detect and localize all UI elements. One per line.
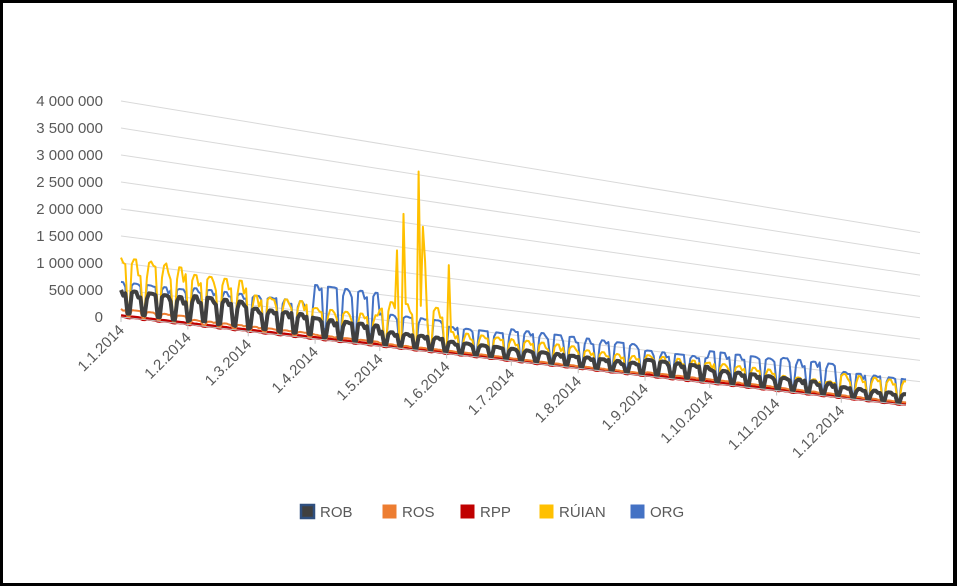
- series-layer: [119, 170, 907, 406]
- x-tick-label: 1.7.2014: [465, 366, 518, 419]
- x-axis-line: [120, 316, 907, 406]
- x-tick-label: 1.11.2014: [725, 395, 783, 453]
- legend-item-rpp: RPP: [460, 504, 511, 521]
- legend-swatch: [539, 504, 554, 519]
- legend-swatch: [630, 504, 645, 519]
- x-axis: [120, 316, 907, 406]
- series-line-rob: [119, 289, 907, 405]
- gridline: [120, 289, 921, 383]
- gridline: [120, 235, 921, 340]
- gridline: [120, 100, 921, 233]
- line-chart: 0 500 000 1 000 000 1 500 000 2 000 000 2 500…: [36, 93, 921, 521]
- y-tick-label: 3 500 000: [36, 120, 103, 137]
- y-tick-label: 4 000 000: [36, 93, 103, 110]
- legend-item-ruian: RÚIAN: [539, 504, 606, 521]
- legend-item-ros: ROS: [382, 504, 435, 521]
- x-tick-label: 1.6.2014: [400, 358, 453, 411]
- x-tick-label: 1.4.2014: [269, 344, 322, 397]
- y-tick-label: 1 000 000: [36, 255, 103, 272]
- y-tick-label: 500 000: [49, 282, 103, 299]
- gridline: [120, 262, 921, 361]
- x-tick-label: 1.10.2014: [657, 388, 716, 447]
- gridline: [120, 154, 921, 276]
- legend: ROB ROS RPP RÚIAN ORG: [299, 503, 684, 521]
- x-tick-label: 1.2.2014: [141, 329, 194, 382]
- x-tick-label: 1.8.2014: [532, 373, 585, 426]
- gridlines: [120, 100, 921, 383]
- x-tick-label: 1.5.2014: [333, 351, 386, 404]
- legend-label: RPP: [480, 504, 511, 521]
- gridline: [120, 181, 921, 297]
- legend-swatch: [460, 504, 475, 519]
- y-tick-label: 2 000 000: [36, 201, 103, 218]
- y-tick-label: 1 500 000: [36, 228, 103, 245]
- legend-label: ORG: [650, 504, 684, 521]
- x-axis-ticks: 1.1.2014 1.2.2014 1.3.2014 1.4.2014 1.5.2014…: [75, 317, 848, 462]
- series-line-ruian: [120, 170, 907, 402]
- legend-label: ROS: [402, 504, 435, 521]
- legend-swatch: [299, 503, 316, 520]
- legend-item-rob: ROB: [299, 503, 353, 521]
- legend-label: ROB: [320, 504, 353, 521]
- legend-item-org: ORG: [630, 504, 684, 521]
- x-tick-label: 1.3.2014: [202, 336, 255, 389]
- y-tick-label: 0: [95, 309, 103, 326]
- y-tick-label: 3 000 000: [36, 147, 103, 164]
- x-tick-label: 1.9.2014: [599, 381, 652, 434]
- gridline: [120, 208, 921, 319]
- y-axis-ticks: 0 500 000 1 000 000 1 500 000 2 000 000 2 500…: [36, 93, 103, 326]
- gridline: [120, 127, 921, 255]
- plot-area: 0 500 000 1 000 000 1 500 000 2 000 000 2 500…: [3, 3, 953, 583]
- y-tick-label: 2 500 000: [36, 174, 103, 191]
- x-tick-label: 1.1.2014: [75, 322, 128, 375]
- legend-swatch: [382, 504, 397, 519]
- legend-label: RÚIAN: [559, 504, 606, 521]
- x-tick-label: 1.12.2014: [789, 403, 848, 462]
